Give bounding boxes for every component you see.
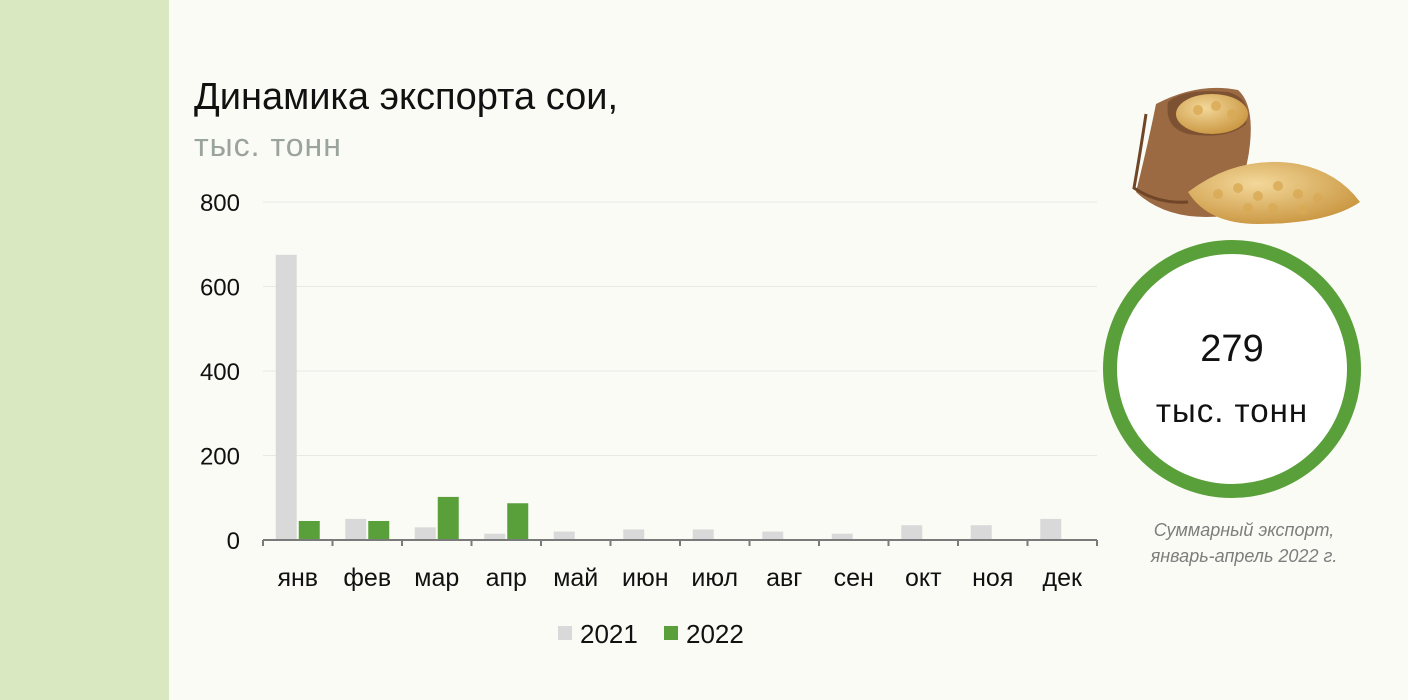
x-tick-label: ноя (972, 564, 1013, 592)
bar-2021-авг (762, 531, 784, 540)
summary-value: 279 (1200, 328, 1264, 370)
chart-subtitle: тыс. тонн (194, 127, 342, 163)
y-tick-label: 800 (200, 190, 240, 217)
summary-caption-line1: Суммарный экспорт, (1153, 520, 1335, 540)
bar-2021-дек (1040, 518, 1062, 540)
x-tick-label: сен (834, 564, 874, 592)
bar-2021-май (553, 531, 575, 540)
bar-2021-фев (345, 518, 367, 540)
bar-2021-апр (484, 533, 506, 540)
bar-2021-сен (831, 533, 853, 540)
y-tick-label: 200 (200, 444, 240, 471)
bar-2022-мар (437, 496, 459, 540)
bar-2022-фев (368, 520, 390, 540)
side-band (0, 0, 169, 700)
bar-2022-апр (507, 503, 529, 540)
summary-ring: 279 тыс. тонн (1103, 240, 1361, 498)
chart-title: Динамика экспорта сои, (194, 76, 619, 118)
x-tick-label: июл (691, 564, 738, 592)
bar-2022-янв (298, 520, 320, 540)
summary-caption-line2: январь-апрель 2022 г. (1150, 546, 1338, 566)
bar-2021-июн (623, 529, 645, 540)
bar-2021-июл (692, 529, 714, 540)
x-tick-label: фев (343, 564, 391, 592)
soybean-sack-icon (1132, 87, 1360, 224)
y-tick-label: 600 (200, 275, 240, 302)
legend-label-2022: 2022 (686, 619, 744, 649)
legend-swatch-2022 (664, 626, 678, 640)
x-tick-label: апр (486, 564, 527, 592)
x-tick-label: окт (905, 564, 942, 592)
y-tick-label: 0 (227, 528, 240, 555)
legend-label-2021: 2021 (580, 619, 638, 649)
bar-2021-янв (275, 254, 297, 540)
x-tick-label: авг (766, 564, 802, 592)
y-tick-label: 400 (200, 359, 240, 386)
bar-2021-ноя (970, 525, 992, 540)
bar-2021-мар (414, 527, 436, 540)
x-tick-label: янв (277, 564, 318, 592)
x-tick-label: май (553, 564, 598, 592)
x-tick-label: дек (1043, 564, 1083, 592)
summary-unit: тыс. тонн (1155, 392, 1309, 429)
x-tick-label: июн (622, 564, 669, 592)
bar-2021-окт (901, 525, 923, 540)
x-tick-label: мар (414, 564, 459, 592)
legend-swatch-2021 (558, 626, 572, 640)
